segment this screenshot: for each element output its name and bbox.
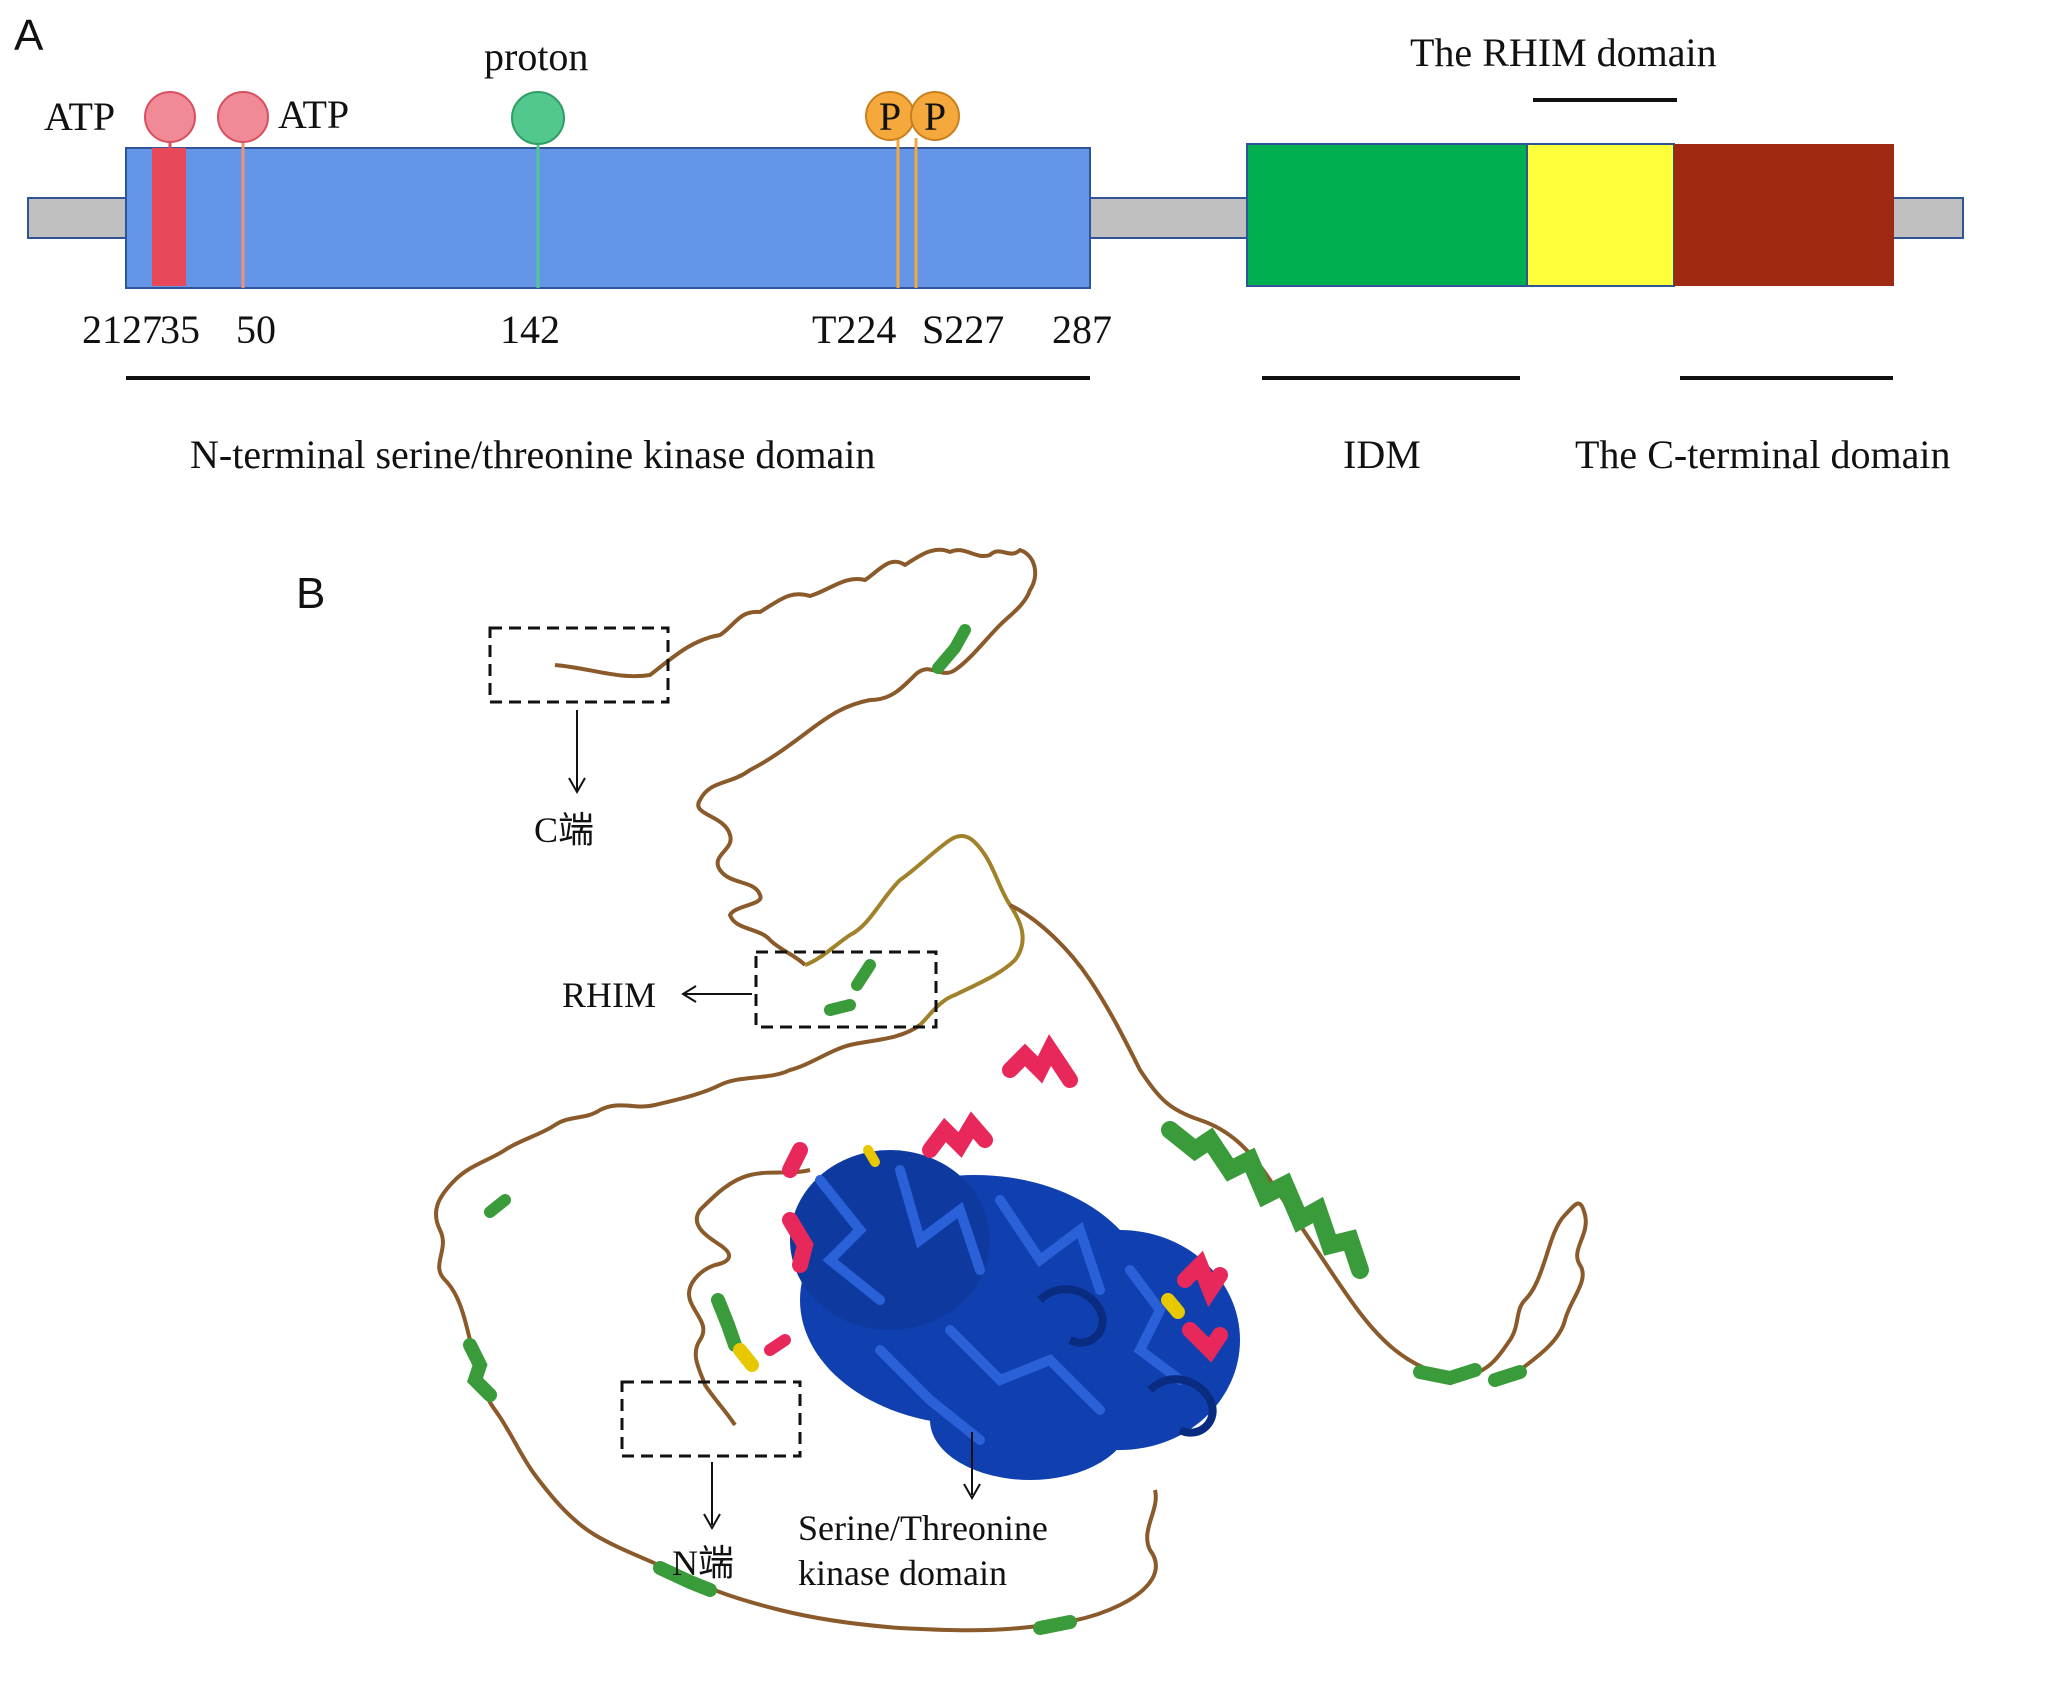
domain-diagram: P P ATP ATP proton The RHIM domain 21 27… [27,30,1964,477]
pos-35: 35 [160,307,200,352]
phospho-1-letter: P [879,94,901,139]
rhim-coil [804,834,1025,1027]
kinase-core [790,1150,1240,1480]
turn-yellow-top [863,1145,880,1167]
rhim-block [1526,143,1675,287]
kinase-label-line1: Serine/Threonine [798,1508,1048,1548]
pos-s227: S227 [922,307,1004,352]
atp-marker-left [144,91,196,143]
pos-27: 27 [122,307,162,352]
n-end-arrowhead [703,1513,721,1531]
panel-b-label: B [296,569,325,618]
helix-green-left-low [463,1338,497,1402]
n-terminal-label: N-terminal serine/threonine kinase domai… [190,432,875,477]
c-end-label: C端 [534,810,594,850]
c-terminal-coil [554,547,1038,967]
panel-a-label: A [14,11,44,60]
helix-green-right [1161,1121,1369,1279]
atp-label-right: ATP [278,92,349,137]
phospho-2-letter: P [924,94,946,139]
pos-142: 142 [500,307,560,352]
turn-yellow-n [733,1343,759,1372]
pos-21: 21 [82,307,122,352]
proton-label: proton [484,34,588,79]
pos-287: 287 [1052,307,1112,352]
kinase-label-line2: kinase domain [798,1553,1007,1593]
c-terminal-label: The C-terminal domain [1575,432,1950,477]
c-terminal-block [1674,144,1894,286]
protein-3d-structure: C端 RHIM N端 Serine/Threonine kinase domai… [434,547,1588,1635]
n-terminal-coil [687,1168,811,1427]
kinase-arrowhead [963,1483,981,1501]
atp-marker-right [217,91,269,143]
c-end-box [488,626,670,704]
rhim-arrowhead [681,985,697,1003]
phospho-marker-2 [910,91,960,141]
turn-yellow-right [1161,1293,1185,1319]
idm-label: IDM [1343,432,1421,477]
rhim-box [754,950,938,1029]
n-end-label: N端 [672,1543,734,1583]
kinase-domain-block [125,147,1091,289]
helix-red-left [782,1142,814,1273]
helix-red-top [922,1034,1078,1158]
pos-t224: T224 [812,307,896,352]
helix-red-right [1177,1250,1228,1363]
helix-green-bottom [653,1561,1077,1635]
helix-green-far-right [1413,1363,1527,1387]
idm-block [1246,143,1528,287]
n-end-box [620,1380,802,1458]
atp-binding-bar [152,148,186,286]
proton-marker [511,91,565,145]
pos-50: 50 [236,307,276,352]
rhim-label: RHIM [562,975,656,1015]
helix-green-left [484,1194,511,1218]
helix-green-n [711,1293,742,1352]
c-end-arrowhead [568,777,586,795]
helix-red-n [764,1334,791,1356]
helix-green-top [932,624,971,674]
helix-green-rhim [824,959,876,1016]
atp-label-left: ATP [44,94,115,139]
rhim-domain-label: The RHIM domain [1410,30,1717,75]
